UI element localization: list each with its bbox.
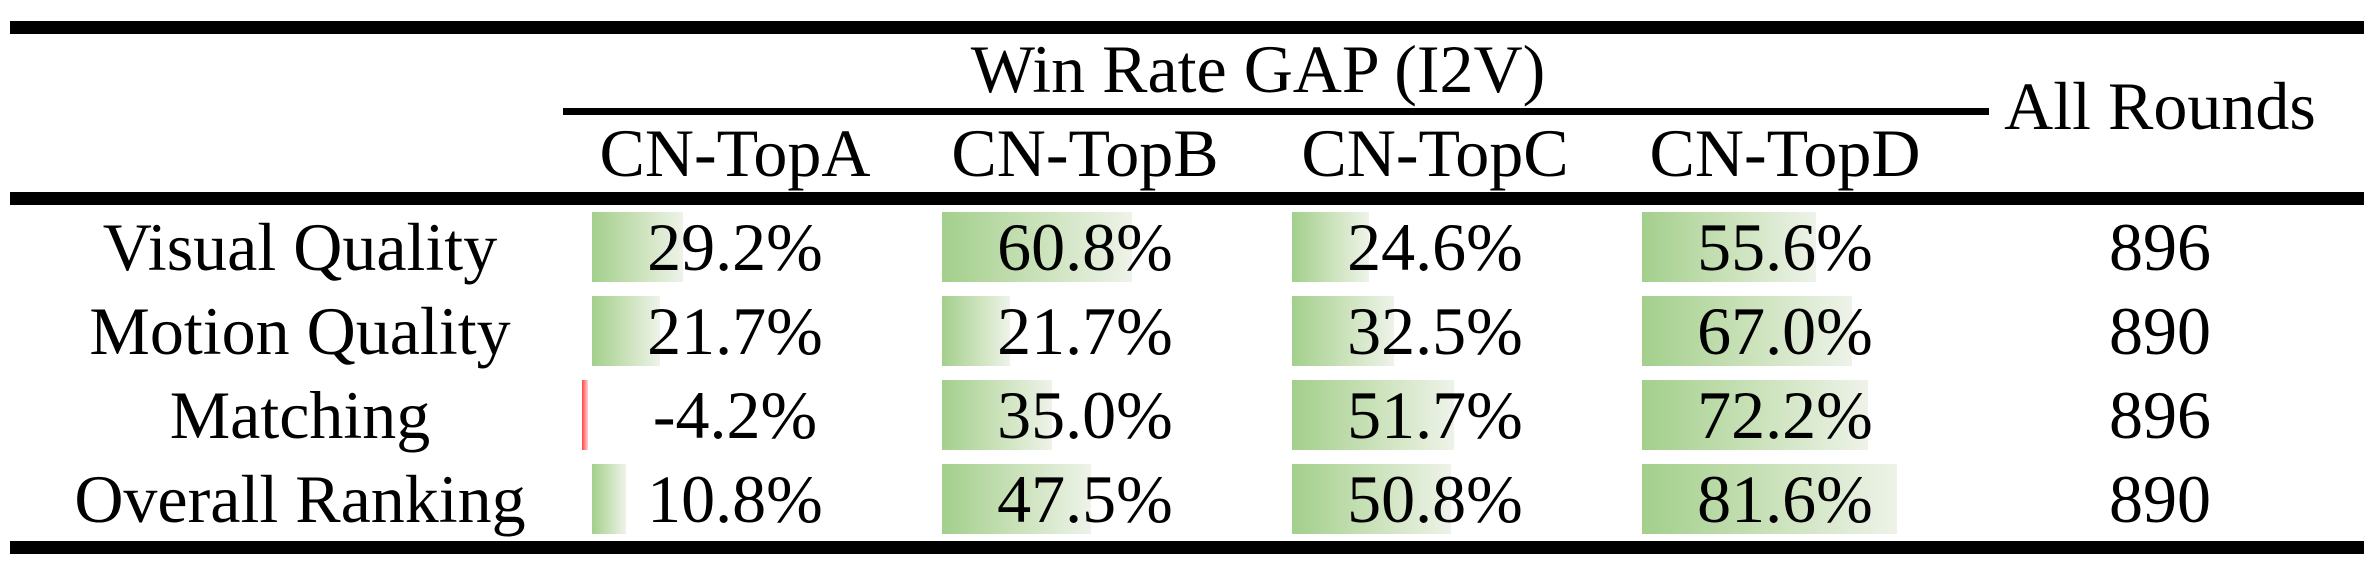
row-label: Motion Quality [89,293,511,369]
win-rate-bar [1292,380,1454,450]
value-text: 81.6% [1697,461,1873,537]
value-cell: 47.5% [910,457,1260,541]
value-text: 29.2% [647,209,823,285]
bottom-rule [10,541,2364,554]
value-cell: 72.2% [1610,373,1960,457]
value-cell: 29.2% [560,205,910,289]
all-rounds-value: 890 [2109,293,2211,369]
value-text: 21.7% [647,293,823,369]
value-cell: 50.8% [1260,457,1610,541]
value-cell: 24.6% [1260,205,1610,289]
value-cell: 55.6% [1610,205,1960,289]
top-rule [10,21,2364,34]
all-rounds-header: All Rounds [2004,68,2316,144]
column-header: CN-TopD [1649,115,1921,191]
win-rate-bar [942,464,1091,534]
column-header: CN-TopC [1301,115,1569,191]
value-text: 50.8% [1347,461,1523,537]
win-rate-bar [1642,296,1852,366]
win-rate-bar [1642,380,1868,450]
value-cell: 51.7% [1260,373,1610,457]
win-rate-bar [1292,296,1394,366]
value-text: 21.7% [997,293,1173,369]
row-label: Overall Ranking [74,461,526,537]
win-rate-bar [1292,464,1451,534]
spanner-title: Win Rate GAP (I2V) [970,31,1546,107]
win-rate-bar [592,296,660,366]
negative-value-bar [582,380,588,450]
value-text: 24.6% [1347,209,1523,285]
value-cell: 35.0% [910,373,1260,457]
all-rounds-value: 890 [2109,461,2211,537]
value-text: 51.7% [1347,377,1523,453]
spanner-underline [563,108,1989,115]
value-cell: 81.6% [1610,457,1960,541]
win-rate-bar [942,296,1010,366]
value-text: 10.8% [647,461,823,537]
value-text: 60.8% [997,209,1173,285]
value-cell: 67.0% [1610,289,1960,373]
value-cell: 60.8% [910,205,1260,289]
column-header: CN-TopB [951,115,1219,191]
table-row: Visual Quality 29.2% 60.8% 24.6% 55.6% 896 [0,205,2374,289]
win-rate-bar [1642,464,1897,534]
table-row: Matching -4.2% 35.0% 51.7% 72.2% 896 [0,373,2374,457]
table-row: Overall Ranking 10.8% 47.5% 50.8% 81.6% 890 [0,457,2374,541]
value-cell: 32.5% [1260,289,1610,373]
win-rate-bar [592,212,683,282]
mid-rule [10,192,2364,205]
value-text: 67.0% [1697,293,1873,369]
value-text: 55.6% [1697,209,1873,285]
value-text: 35.0% [997,377,1173,453]
value-text: -4.2% [652,377,818,453]
table-body: Visual Quality 29.2% 60.8% 24.6% 55.6% 896 Mot… [0,205,2374,541]
value-text: 32.5% [1347,293,1523,369]
value-cell: 21.7% [910,289,1260,373]
all-rounds-value: 896 [2109,209,2211,285]
value-text: 72.2% [1697,377,1873,453]
win-rate-bar [1642,212,1816,282]
row-label: Visual Quality [102,209,498,285]
win-rate-bar [1292,212,1369,282]
table-row: Motion Quality 21.7% 21.7% 32.5% 67.0% 890 [0,289,2374,373]
win-rate-bar [942,380,1052,450]
value-text: 47.5% [997,461,1173,537]
value-cell: 10.8% [560,457,910,541]
value-cell: 21.7% [560,289,910,373]
win-rate-bar [592,464,626,534]
row-label: Matching [169,377,431,453]
all-rounds-value: 896 [2109,377,2211,453]
value-cell: -4.2% [560,373,910,457]
column-header: CN-TopA [599,115,871,191]
win-rate-bar [942,212,1132,282]
